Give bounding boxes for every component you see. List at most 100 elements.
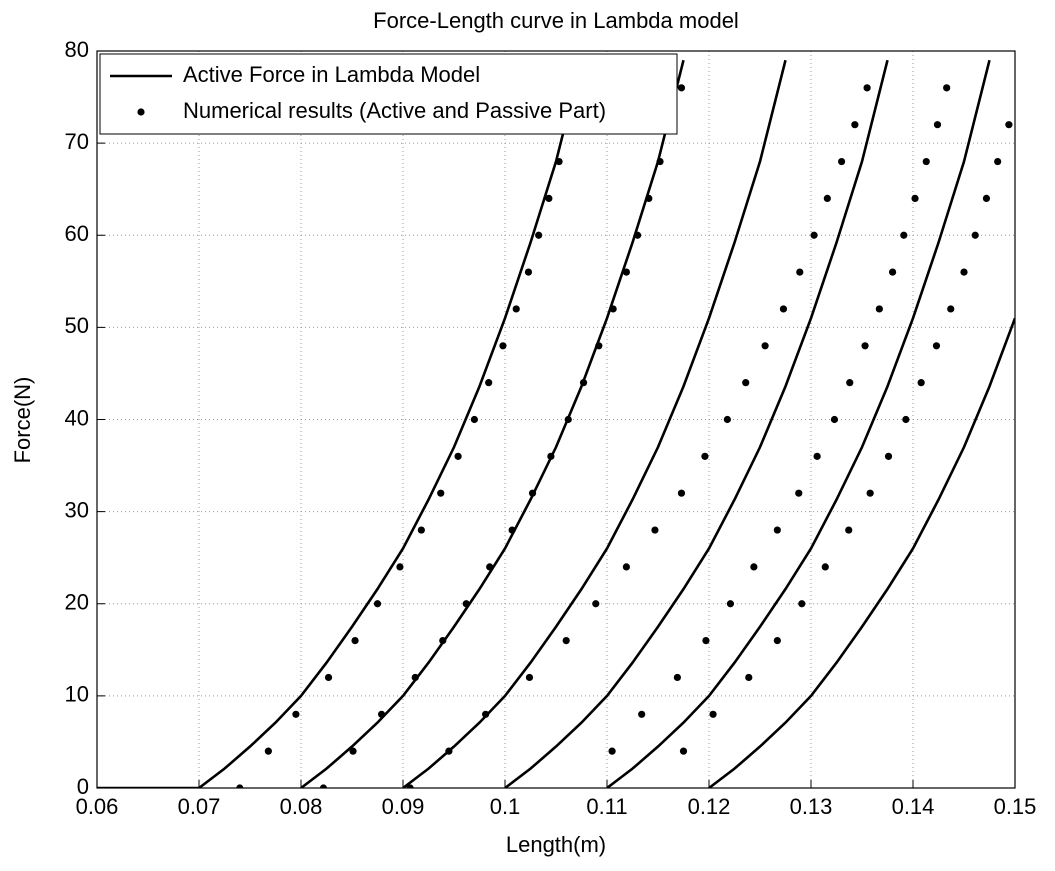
result-dot — [535, 231, 543, 239]
x-tick-label: 0.14 — [892, 794, 935, 819]
x-tick-label: 0.1 — [490, 794, 521, 819]
result-dot — [508, 526, 516, 534]
x-tick-label: 0.07 — [178, 794, 221, 819]
result-dot — [845, 526, 853, 534]
result-dot — [609, 305, 617, 313]
result-dot — [673, 673, 681, 682]
y-axis-label: Force(N) — [10, 377, 35, 464]
result-dot — [745, 673, 753, 682]
result-dot — [902, 415, 910, 424]
result-dot — [525, 673, 534, 682]
result-dot — [810, 231, 818, 239]
result-dot — [798, 600, 806, 608]
result-dot — [709, 710, 717, 718]
result-dot — [595, 342, 603, 350]
result-dot — [485, 379, 493, 387]
result-dot — [324, 673, 333, 682]
result-dot — [863, 84, 871, 92]
force-curve — [708, 317, 1015, 788]
legend-box — [99, 53, 678, 135]
result-dot — [437, 489, 445, 497]
x-tick-label: 0.06 — [76, 794, 119, 819]
result-dot — [917, 379, 925, 387]
y-tick-label: 60 — [65, 221, 89, 246]
result-dot — [524, 268, 533, 276]
result-dot — [470, 415, 478, 424]
result-dot — [679, 747, 688, 755]
result-dot — [462, 600, 470, 608]
result-dot — [622, 563, 630, 571]
result-dot — [656, 157, 664, 166]
result-dot — [545, 194, 553, 202]
y-tick-label: 50 — [65, 313, 89, 338]
y-tick-label: 0 — [77, 774, 89, 799]
result-dot — [439, 637, 447, 645]
result-dot — [943, 84, 951, 92]
result-dot — [723, 415, 731, 424]
result-dot — [634, 231, 642, 239]
result-dot — [608, 747, 616, 755]
x-tick-label: 0.09 — [382, 794, 425, 819]
force-curve — [97, 59, 583, 788]
x-tick-label: 0.12 — [688, 794, 731, 819]
result-dot — [900, 231, 908, 239]
plot-marks — [97, 59, 1015, 788]
legend-label: Numerical results (Active and Passive Pa… — [183, 98, 606, 123]
result-dot — [373, 600, 382, 608]
result-dot — [823, 194, 831, 202]
result-dot — [933, 121, 942, 129]
result-dot — [884, 452, 893, 460]
result-dot — [482, 710, 490, 718]
result-dot — [651, 526, 659, 534]
result-dot — [779, 305, 788, 313]
result-dot — [702, 637, 710, 645]
force-curve — [402, 59, 787, 788]
result-dot — [846, 379, 854, 387]
result-dot — [406, 784, 414, 788]
legend: Active Force in Lambda Model Numerical re… — [99, 53, 678, 135]
result-dot — [486, 563, 494, 571]
y-tick-label: 40 — [65, 405, 89, 430]
result-dot — [971, 231, 979, 239]
result-dot — [994, 157, 1002, 166]
result-dot — [564, 415, 572, 424]
result-dot — [701, 452, 709, 460]
result-dot — [555, 157, 563, 166]
x-tick-label: 0.15 — [994, 794, 1037, 819]
result-dot — [264, 747, 272, 755]
result-dot — [396, 563, 404, 571]
result-dot — [411, 673, 419, 682]
result-dot — [512, 305, 520, 313]
chart-title: Force-Length curve in Lambda model — [373, 8, 739, 33]
result-dot — [319, 784, 328, 788]
result-dot — [947, 305, 955, 313]
result-dot — [377, 710, 386, 718]
y-tick-label: 10 — [65, 682, 89, 707]
result-dot — [773, 637, 781, 645]
result-dot — [292, 710, 300, 718]
result-dot — [726, 600, 735, 608]
result-dot — [562, 637, 570, 645]
y-tick-label: 70 — [65, 129, 89, 154]
result-dot — [960, 268, 968, 276]
x-tick-label: 0.11 — [586, 794, 627, 819]
result-dot — [851, 121, 859, 129]
result-dot — [499, 342, 507, 350]
x-tick-label: 0.13 — [790, 794, 833, 819]
x-axis-label: Length(m) — [506, 832, 606, 857]
result-dot — [445, 747, 453, 755]
result-dot — [982, 194, 991, 202]
result-dot — [1005, 121, 1013, 129]
result-dot — [417, 526, 425, 534]
result-dot — [528, 489, 537, 497]
result-dot — [677, 489, 686, 497]
y-tick-label: 80 — [65, 37, 89, 62]
result-dot — [351, 637, 359, 645]
result-dot — [750, 563, 758, 571]
force-curve — [504, 59, 889, 788]
y-tick-label: 30 — [65, 497, 89, 522]
result-dot — [677, 84, 686, 92]
result-dot — [349, 747, 357, 755]
